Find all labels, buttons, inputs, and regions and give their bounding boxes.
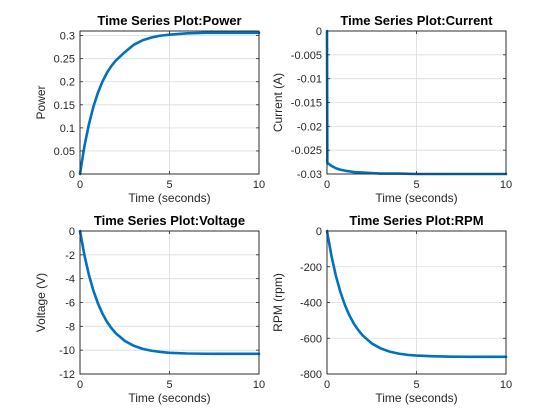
series-line-voltage xyxy=(78,229,261,356)
y-tick-label: -10 xyxy=(59,345,75,357)
chart-title: Time Series Plot:Voltage xyxy=(94,213,245,228)
y-axis-label: Power xyxy=(34,85,48,119)
y-tick-label: -0.02 xyxy=(297,121,322,133)
series-line-rpm xyxy=(325,229,508,359)
x-tick-label: 10 xyxy=(500,179,512,191)
y-tick-label: 0 xyxy=(316,226,322,238)
x-tick-label: 10 xyxy=(253,179,265,191)
y-axis-label: RPM (rpm) xyxy=(271,273,285,332)
x-axis-label: Time (seconds) xyxy=(128,191,210,205)
y-tick-label: 0.15 xyxy=(54,100,75,112)
y-tick-label: 0 xyxy=(69,226,75,238)
y-tick-label: -400 xyxy=(300,298,322,310)
x-axis-label: Time (seconds) xyxy=(128,391,210,405)
subplot-voltage: 0 5 10 -12 -10 -8 -6 -4 -2 0 Time Series Plot:Volt… xyxy=(34,213,265,405)
y-tick-label: -0.025 xyxy=(291,145,322,157)
chart-title: Time Series Plot:RPM xyxy=(349,213,483,228)
y-tick-label: -800 xyxy=(300,369,322,381)
x-tick-label: 5 xyxy=(413,179,419,191)
chart-title: Time Series Plot:Power xyxy=(97,13,241,28)
y-tick-label: -200 xyxy=(300,262,322,274)
y-tick-label: -6 xyxy=(65,298,75,310)
x-tick-label: 10 xyxy=(500,379,512,391)
series-line-power xyxy=(78,31,261,176)
y-tick-label: -0.015 xyxy=(291,98,322,110)
y-tick-label: -8 xyxy=(65,321,75,333)
x-tick-label: 5 xyxy=(413,379,419,391)
subplot-rpm: 0 5 10 -800 -600 -400 -200 0 Time Series Plot:RP… xyxy=(271,213,512,405)
y-tick-label: -2 xyxy=(65,250,75,262)
y-tick-label: -0.005 xyxy=(291,50,322,62)
x-tick-label: 10 xyxy=(253,379,265,391)
y-tick-label: 0 xyxy=(69,169,75,181)
y-tick-label: 0.05 xyxy=(54,146,75,158)
subplot-current: 0 5 10 -0.03 -0.025 -0.02 -0.015 -0.01 -0.005 0 Ti… xyxy=(271,13,512,205)
x-tick-label: 0 xyxy=(324,379,330,391)
x-tick-label: 5 xyxy=(166,379,172,391)
x-tick-label: 0 xyxy=(77,379,83,391)
y-tick-label: 0.1 xyxy=(60,123,75,135)
y-tick-label: -600 xyxy=(300,333,322,345)
y-axis-label: Current (A) xyxy=(271,73,285,132)
y-tick-label: 0.25 xyxy=(54,54,75,66)
subplot-power: 0 5 10 0 0.05 0.1 0.15 0.2 0.25 0.3 Time Series Pl… xyxy=(34,13,265,205)
y-tick-label: -0.01 xyxy=(297,74,322,86)
x-tick-label: 0 xyxy=(77,179,83,191)
x-tick-label: 5 xyxy=(166,179,172,191)
y-tick-label: -0.03 xyxy=(297,169,322,181)
y-tick-label: 0.3 xyxy=(60,31,75,43)
x-axis-label: Time (seconds) xyxy=(375,391,457,405)
y-tick-label: -4 xyxy=(65,274,75,286)
x-axis-label: Time (seconds) xyxy=(375,191,457,205)
x-tick-label: 0 xyxy=(324,179,330,191)
y-tick-label: 0 xyxy=(316,26,322,38)
y-axis-label: Voltage (V) xyxy=(34,273,48,332)
y-tick-label: -12 xyxy=(59,369,75,381)
chart-title: Time Series Plot:Current xyxy=(340,13,493,28)
y-tick-label: 0.2 xyxy=(60,77,75,89)
